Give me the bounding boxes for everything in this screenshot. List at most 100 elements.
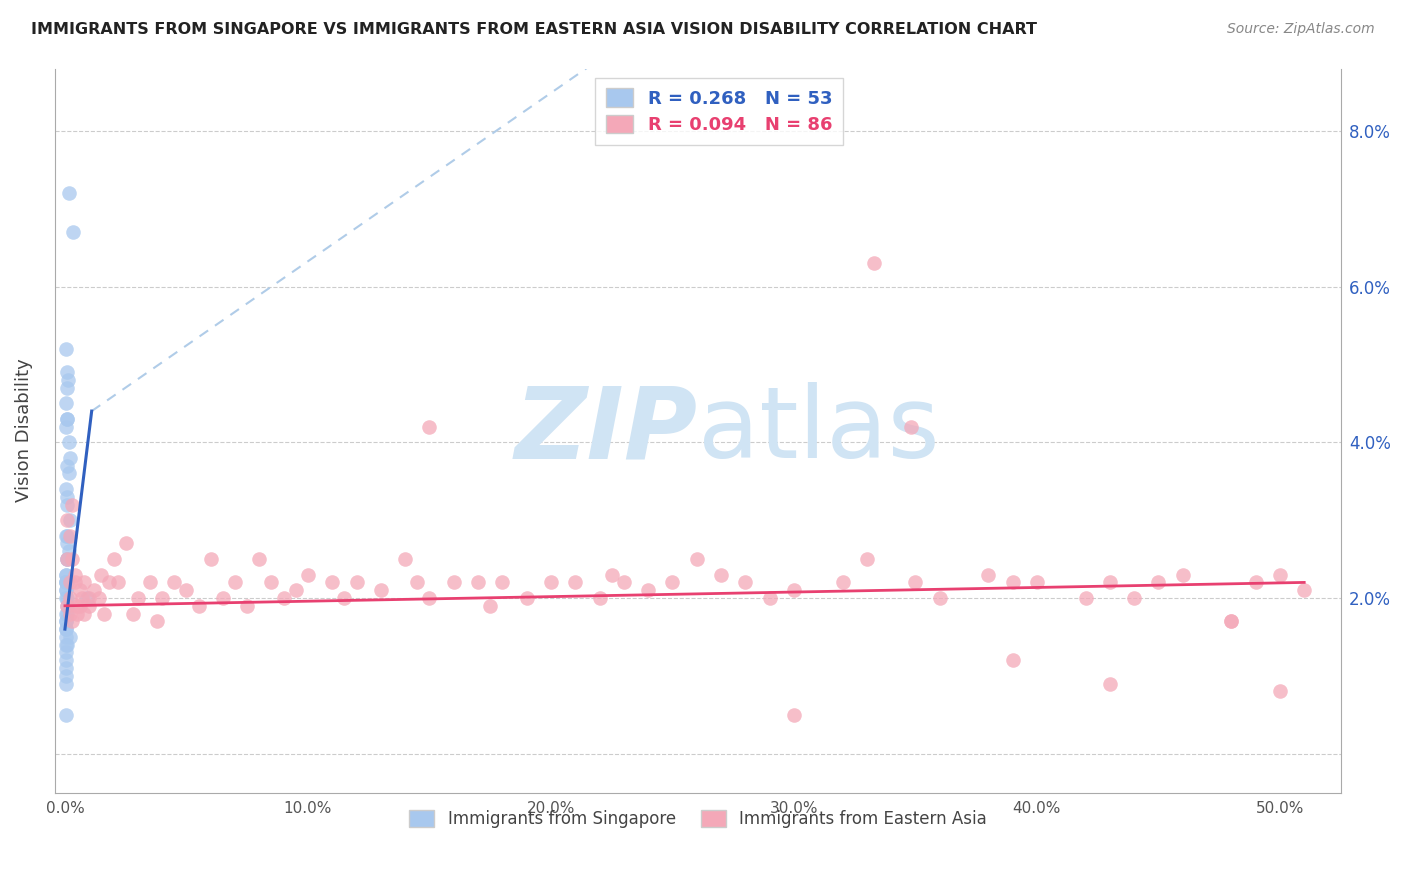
Point	[59, 630, 82, 644]
Text: Source: ZipAtlas.com: Source: ZipAtlas.com	[1227, 22, 1375, 37]
Point	[758, 591, 780, 605]
Point	[97, 575, 120, 590]
Point	[56, 552, 79, 566]
Point	[55, 622, 77, 636]
Point	[59, 513, 82, 527]
Point	[60, 498, 83, 512]
Point	[321, 575, 343, 590]
Point	[1098, 676, 1121, 690]
Point	[56, 591, 79, 605]
Point	[977, 567, 1000, 582]
Point	[55, 591, 77, 605]
Point	[55, 676, 77, 690]
Point	[637, 583, 659, 598]
Point	[55, 575, 77, 590]
Point	[60, 615, 83, 629]
Point	[55, 599, 77, 613]
Point	[58, 186, 80, 200]
Legend: Immigrants from Singapore, Immigrants from Eastern Asia: Immigrants from Singapore, Immigrants fr…	[402, 804, 994, 835]
Point	[55, 567, 77, 582]
Point	[56, 529, 79, 543]
Point	[55, 498, 77, 512]
Point	[224, 575, 246, 590]
Point	[55, 630, 77, 644]
Point	[55, 342, 77, 356]
Point	[56, 412, 79, 426]
Point	[58, 435, 80, 450]
Point	[56, 552, 79, 566]
Point	[56, 490, 79, 504]
Point	[1268, 567, 1291, 582]
Point	[55, 575, 77, 590]
Point	[56, 458, 79, 473]
Point	[55, 615, 77, 629]
Y-axis label: Vision Disability: Vision Disability	[15, 359, 32, 502]
Point	[346, 575, 368, 590]
Point	[928, 591, 950, 605]
Point	[55, 419, 77, 434]
Point	[55, 646, 77, 660]
Point	[734, 575, 756, 590]
Point	[55, 615, 77, 629]
Point	[1123, 591, 1146, 605]
Point	[55, 583, 77, 598]
Point	[55, 482, 77, 496]
Point	[90, 567, 112, 582]
Point	[56, 575, 79, 590]
Point	[479, 599, 502, 613]
Point	[418, 419, 440, 434]
Point	[56, 536, 79, 550]
Point	[600, 567, 623, 582]
Point	[55, 607, 77, 621]
Point	[73, 607, 96, 621]
Point	[59, 607, 82, 621]
Point	[77, 599, 100, 613]
Point	[176, 583, 198, 598]
Point	[55, 529, 77, 543]
Point	[56, 575, 79, 590]
Point	[247, 552, 270, 566]
Point	[661, 575, 683, 590]
Point	[60, 552, 83, 566]
Point	[1220, 615, 1243, 629]
Point	[273, 591, 295, 605]
Point	[56, 373, 79, 387]
Point	[200, 552, 222, 566]
Point	[58, 544, 80, 558]
Point	[150, 591, 173, 605]
Point	[56, 599, 79, 613]
Point	[516, 591, 538, 605]
Text: IMMIGRANTS FROM SINGAPORE VS IMMIGRANTS FROM EASTERN ASIA VISION DISABILITY CORR: IMMIGRANTS FROM SINGAPORE VS IMMIGRANTS …	[31, 22, 1038, 37]
Point	[710, 567, 733, 582]
Point	[55, 669, 77, 683]
Point	[394, 552, 416, 566]
Point	[55, 638, 77, 652]
Point	[66, 607, 89, 621]
Point	[66, 599, 89, 613]
Point	[103, 552, 125, 566]
Point	[588, 591, 610, 605]
Point	[55, 653, 77, 667]
Point	[1001, 653, 1024, 667]
Point	[146, 615, 169, 629]
Point	[406, 575, 429, 590]
Point	[260, 575, 283, 590]
Point	[297, 567, 319, 582]
Point	[212, 591, 235, 605]
Point	[55, 567, 77, 582]
Point	[55, 622, 77, 636]
Point	[59, 529, 82, 543]
Point	[55, 552, 77, 566]
Point	[59, 575, 82, 590]
Point	[904, 575, 927, 590]
Point	[443, 575, 465, 590]
Point	[236, 599, 259, 613]
Point	[856, 552, 879, 566]
Point	[55, 412, 77, 426]
Point	[163, 575, 186, 590]
Point	[1098, 575, 1121, 590]
Point	[1268, 684, 1291, 698]
Point	[491, 575, 513, 590]
Point	[467, 575, 489, 590]
Point	[831, 575, 853, 590]
